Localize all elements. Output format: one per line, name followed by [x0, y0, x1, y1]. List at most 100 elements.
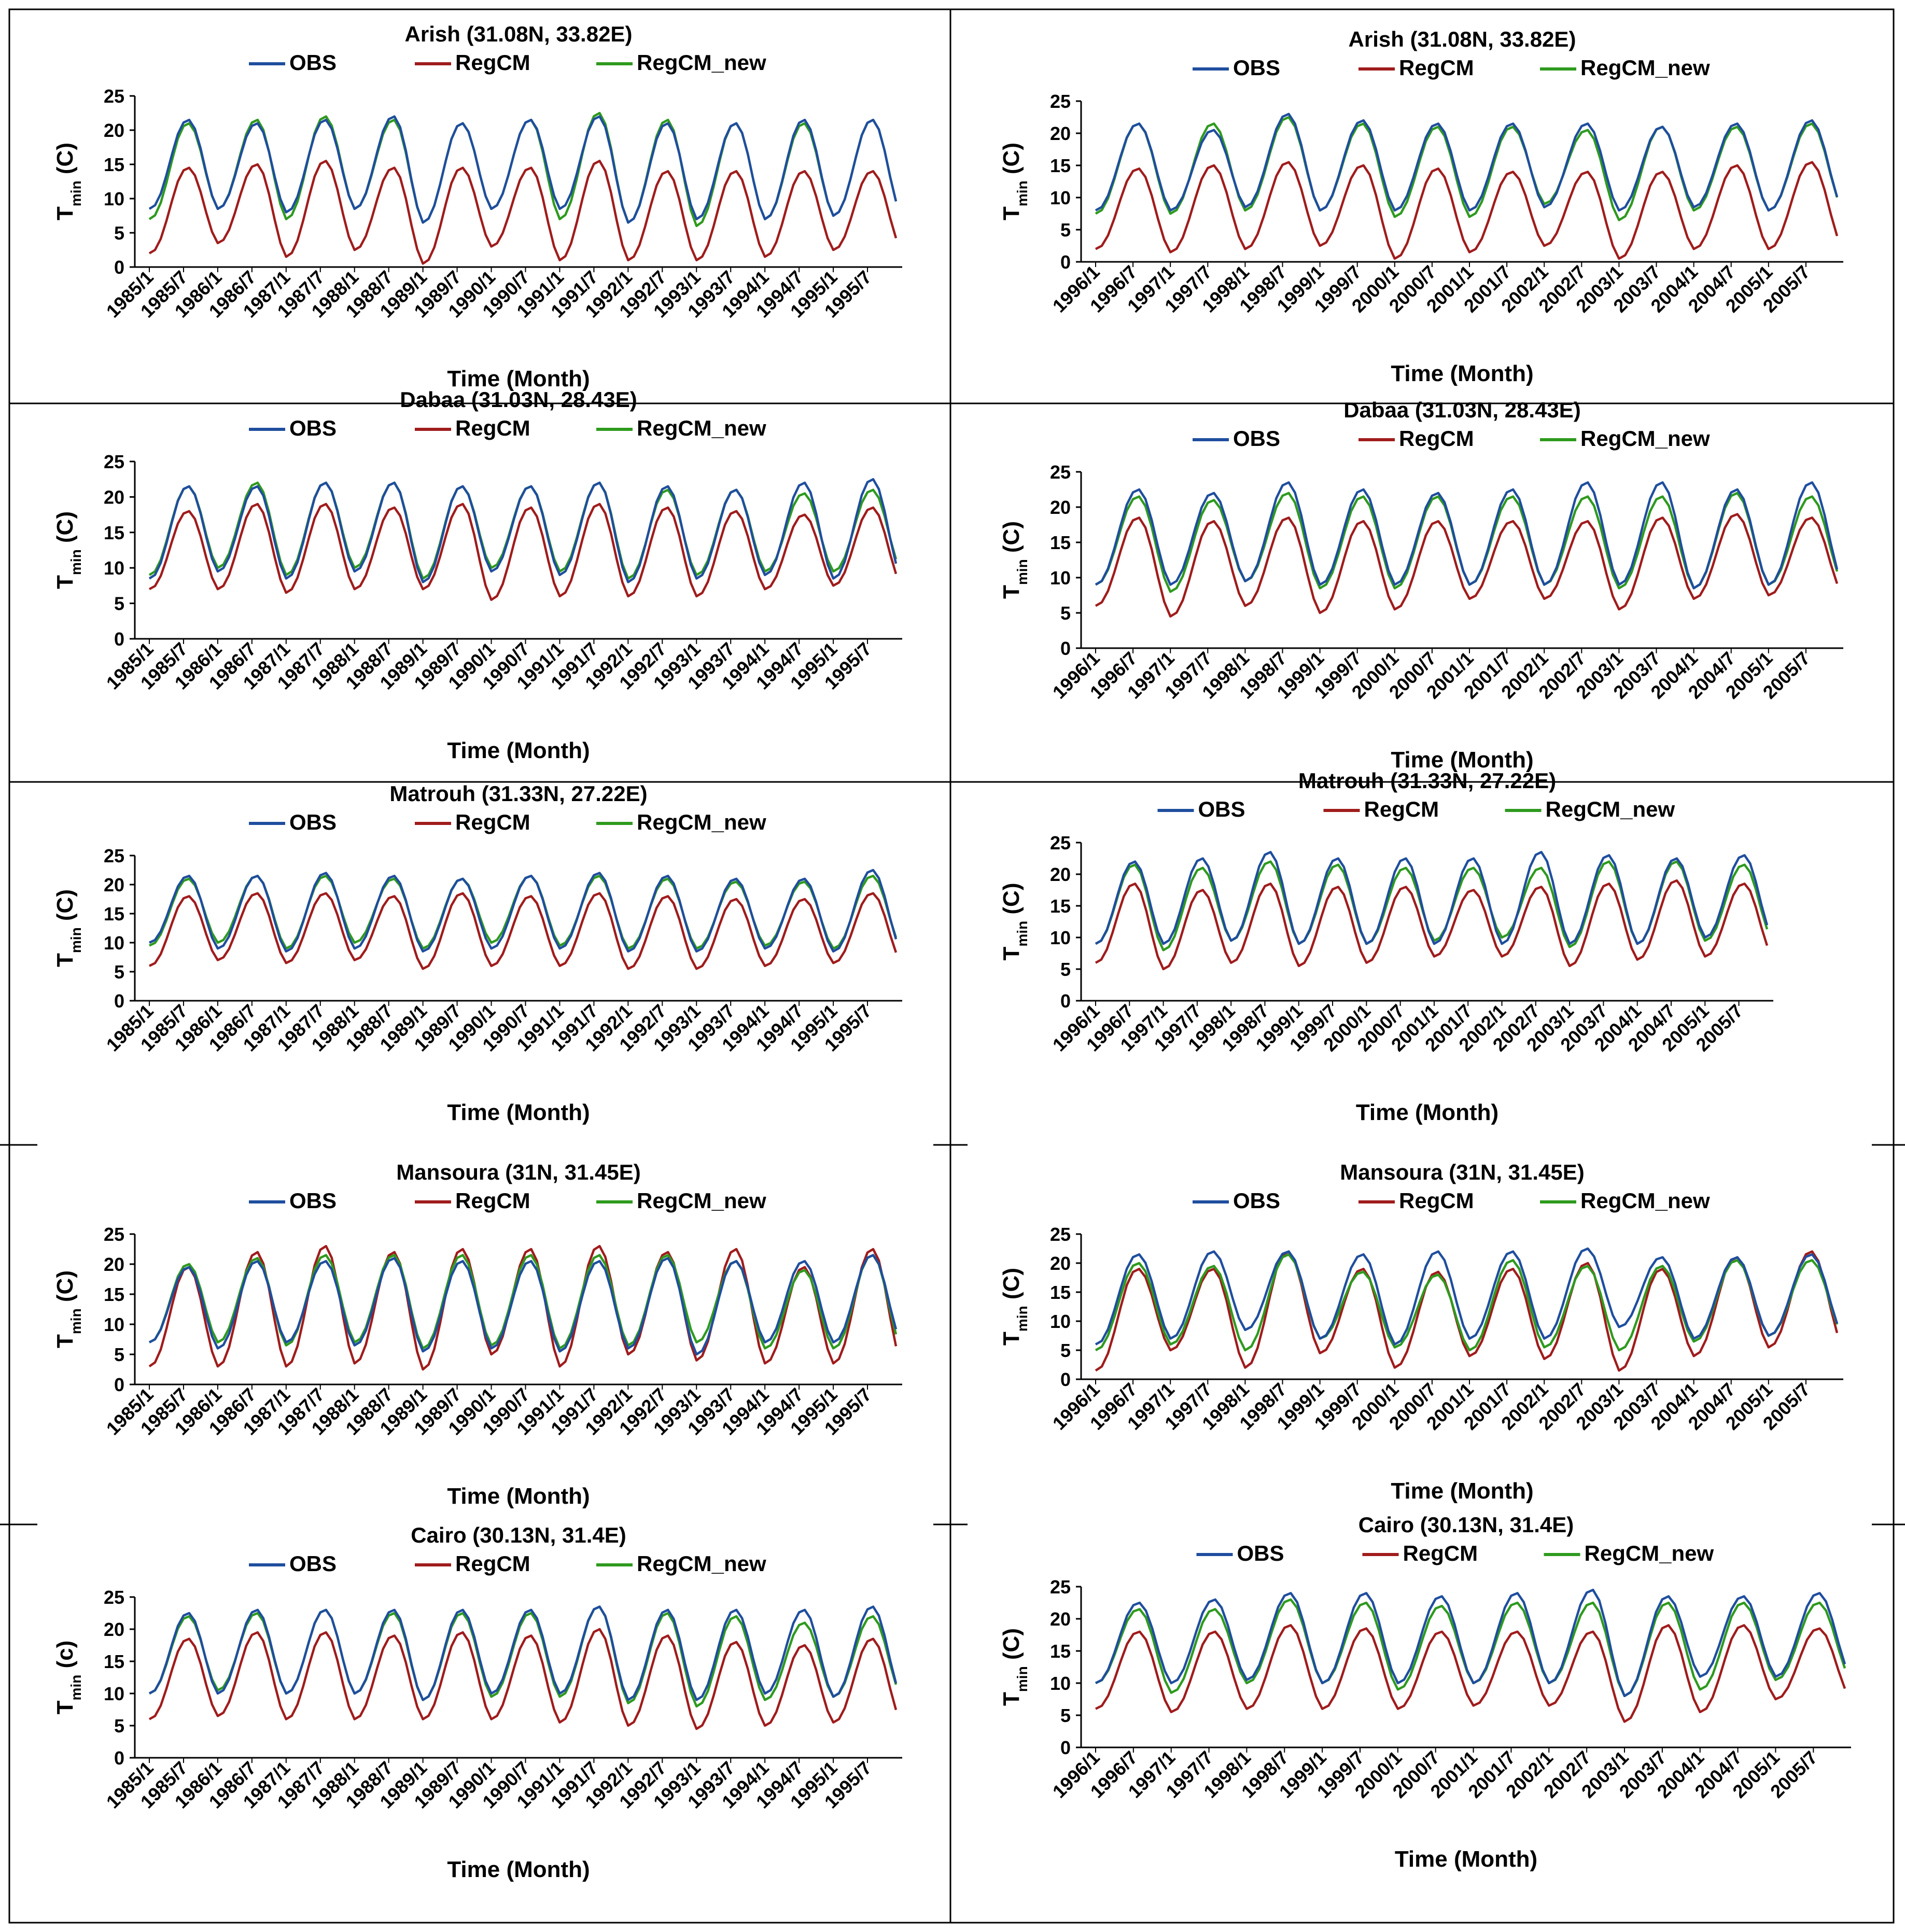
y-axis-label: Tmin (C) — [999, 521, 1030, 599]
y-tick-label: 5 — [114, 1715, 124, 1737]
legend-label-regcm-new: RegCM_new — [1580, 1188, 1710, 1213]
y-axis-label-main: T — [999, 1692, 1024, 1706]
legend-label-regcm: RegCM — [455, 1551, 530, 1576]
x-axis-label: Time (Month) — [447, 366, 590, 391]
y-axis-label-main: T — [999, 946, 1024, 960]
x-axis-label: Time (Month) — [1356, 1100, 1498, 1125]
legend-label-regcm-new: RegCM_new — [1580, 426, 1710, 451]
y-tick-label: 20 — [104, 486, 124, 508]
y-tick-label: 15 — [1050, 1282, 1071, 1303]
x-axis-label: Time (Month) — [447, 738, 590, 763]
y-axis-label-sub: min — [68, 927, 84, 953]
series-line-regcm — [149, 892, 898, 970]
y-axis-label-sub: min — [68, 1308, 84, 1334]
figure-border — [8, 8, 1895, 1924]
y-tick-label: 25 — [104, 86, 124, 107]
series-line-obs — [149, 869, 898, 953]
y-axis-label-unit: (C) — [52, 511, 78, 549]
legend-label-regcm-new: RegCM_new — [637, 1551, 766, 1576]
y-tick-label: 5 — [1060, 1340, 1071, 1361]
y-tick-label: 20 — [1050, 123, 1071, 144]
y-axis-label-main: T — [52, 206, 78, 220]
y-tick-label: 15 — [104, 903, 124, 925]
y-axis-label-unit: (C) — [999, 521, 1024, 559]
chart-panel-6: Matrouh (31.33N, 27.22E) OBS RegCM RegCM_ne… — [999, 768, 1773, 1125]
series-line-regcm — [148, 502, 898, 601]
y-tick-label: 0 — [114, 1747, 124, 1769]
y-tick-label: 0 — [1060, 638, 1071, 659]
series-line-regcm — [148, 1628, 898, 1730]
y-axis-label-unit: (C) — [999, 1268, 1024, 1306]
chart-title: Matrouh (31.33N, 27.22E) — [389, 781, 647, 806]
y-axis-label: Tmin (C) — [999, 143, 1030, 220]
y-tick-label: 25 — [1050, 1224, 1071, 1245]
y-tick-label: 0 — [1060, 251, 1071, 273]
y-tick-label: 10 — [104, 1683, 124, 1704]
legend-label-regcm: RegCM — [1399, 1188, 1474, 1213]
y-tick-label: 0 — [114, 990, 124, 1012]
legend-label-obs: OBS — [289, 1551, 337, 1576]
y-axis-label-sub: min — [68, 1675, 84, 1701]
x-axis-label: Time (Month) — [447, 1857, 590, 1882]
legend-label-obs: OBS — [1237, 1541, 1284, 1565]
y-tick-label: 25 — [104, 845, 124, 866]
legend-label-regcm: RegCM — [1399, 426, 1474, 451]
y-tick-label: 10 — [104, 557, 124, 579]
series-line-obs — [1095, 1588, 1846, 1698]
chart-title: Dabaa (31.03N, 28.43E) — [400, 387, 637, 412]
y-axis-label-unit: (C) — [52, 143, 78, 180]
series-line-regcm — [148, 1244, 898, 1371]
y-tick-label: 5 — [1060, 219, 1071, 241]
y-axis-label-sub: min — [1014, 559, 1030, 585]
legend-label-regcm-new: RegCM_new — [637, 50, 766, 75]
y-axis-label-unit: (C) — [999, 1628, 1024, 1666]
series-line-regcm — [1095, 1624, 1846, 1723]
y-axis-label-main: T — [999, 585, 1024, 599]
y-tick-label: 0 — [114, 1374, 124, 1395]
y-tick-label: 10 — [1050, 927, 1071, 948]
legend-label-regcm: RegCM — [455, 416, 530, 440]
y-tick-label: 5 — [1060, 959, 1071, 980]
y-axis-label-main: T — [999, 206, 1024, 220]
x-axis-label: Time (Month) — [1391, 1478, 1533, 1504]
legend-label-regcm: RegCM — [455, 810, 530, 834]
series-line-obs — [1095, 851, 1769, 945]
series-line-obs — [148, 1605, 898, 1701]
chart-title: Cairo (30.13N, 31.4E) — [411, 1523, 626, 1547]
y-axis-label-unit: (C) — [999, 883, 1024, 921]
y-tick-label: 20 — [1050, 497, 1071, 518]
chart-title: Arish (31.08N, 33.82E) — [1349, 27, 1576, 51]
y-tick-label: 5 — [1060, 603, 1071, 624]
y-axis-label-unit: (C) — [52, 1270, 78, 1308]
y-tick-label: 25 — [1050, 832, 1071, 853]
y-tick-label: 25 — [1050, 1576, 1071, 1598]
legend-label-regcm-new: RegCM_new — [1546, 797, 1675, 821]
series-line-regcm — [1095, 1250, 1839, 1372]
legend-label-obs: OBS — [289, 810, 337, 834]
y-axis-label-sub: min — [68, 180, 84, 206]
series-line-obs — [1095, 481, 1839, 590]
series-line-obs — [148, 478, 898, 583]
legend-label-regcm-new: RegCM_new — [637, 810, 766, 834]
y-axis-label-sub: min — [1014, 921, 1030, 947]
y-tick-label: 25 — [104, 1587, 124, 1608]
legend-label-regcm: RegCM — [455, 1188, 530, 1213]
y-tick-label: 15 — [104, 1284, 124, 1305]
chart-title: Dabaa (31.03N, 28.43E) — [1343, 398, 1581, 422]
legend-label-obs: OBS — [1233, 55, 1280, 80]
legend-label-obs: OBS — [1198, 797, 1245, 821]
x-axis-label: Time (Month) — [447, 1483, 590, 1509]
y-tick-label: 15 — [1050, 895, 1071, 917]
legend-label-regcm-new: RegCM_new — [637, 416, 766, 440]
y-tick-label: 0 — [114, 257, 124, 278]
y-axis-label-sub: min — [1014, 1666, 1030, 1692]
series-line-obs — [1095, 1247, 1839, 1346]
y-tick-label: 20 — [1050, 1608, 1071, 1630]
y-tick-label: 5 — [114, 222, 124, 244]
y-axis-label: Tmin (c) — [52, 1641, 84, 1715]
y-tick-label: 10 — [1050, 567, 1071, 589]
y-tick-label: 15 — [104, 1651, 124, 1672]
legend-label-regcm: RegCM — [1364, 797, 1439, 821]
y-tick-label: 10 — [1050, 1673, 1071, 1694]
